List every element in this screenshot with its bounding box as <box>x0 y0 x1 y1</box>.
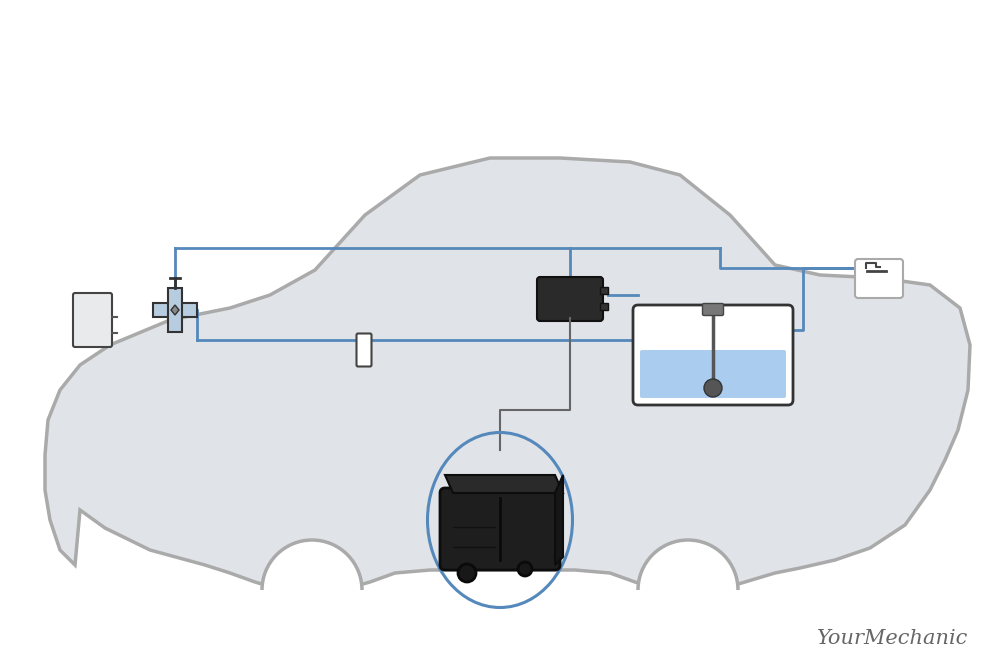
FancyBboxPatch shape <box>73 293 112 347</box>
FancyBboxPatch shape <box>537 277 603 321</box>
FancyBboxPatch shape <box>640 350 786 398</box>
PathPatch shape <box>45 158 970 594</box>
Circle shape <box>458 564 476 582</box>
FancyBboxPatch shape <box>153 303 197 317</box>
Circle shape <box>704 379 722 397</box>
Polygon shape <box>171 305 179 315</box>
FancyBboxPatch shape <box>440 488 560 570</box>
FancyBboxPatch shape <box>855 259 903 298</box>
FancyBboxPatch shape <box>600 287 608 294</box>
FancyBboxPatch shape <box>633 305 793 405</box>
Circle shape <box>518 562 532 576</box>
Circle shape <box>262 540 362 640</box>
Text: YourMechanic: YourMechanic <box>817 629 968 648</box>
FancyBboxPatch shape <box>168 288 182 332</box>
FancyBboxPatch shape <box>356 334 372 366</box>
Polygon shape <box>555 475 563 565</box>
FancyBboxPatch shape <box>600 303 608 310</box>
FancyBboxPatch shape <box>702 303 724 315</box>
Polygon shape <box>445 475 563 493</box>
Circle shape <box>638 540 738 640</box>
